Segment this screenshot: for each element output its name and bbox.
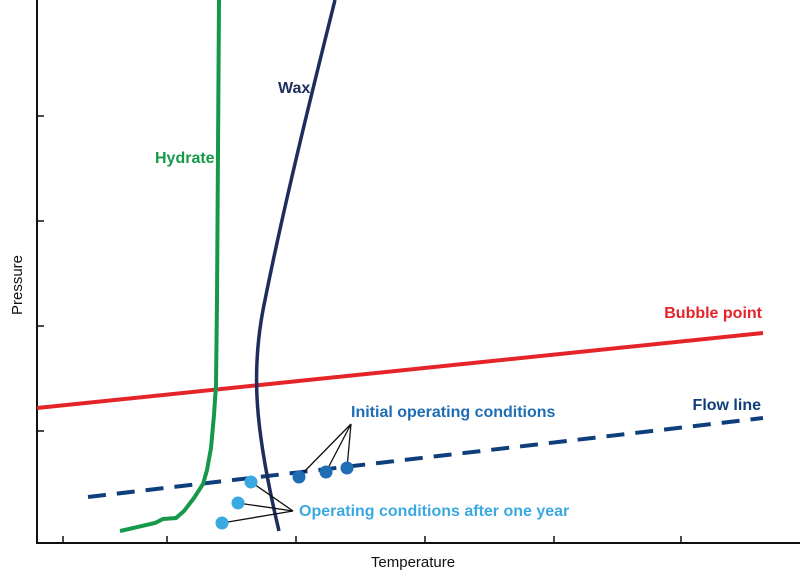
series-label-wax: Wax xyxy=(278,80,310,97)
leader-line xyxy=(298,423,352,478)
initial-condition-point xyxy=(319,465,333,479)
curves xyxy=(36,0,764,533)
after-one-year-point xyxy=(215,516,229,530)
series-label-flow-line: Flow line xyxy=(693,397,762,414)
flow-line xyxy=(87,416,764,499)
after-one-year-point xyxy=(231,496,245,510)
y-axis-label: Pressure xyxy=(9,255,26,315)
series-label-hydrate: Hydrate xyxy=(155,150,215,167)
leader-line xyxy=(325,423,352,473)
after-one-year-point xyxy=(244,475,258,489)
x-axis-label: Temperature xyxy=(371,554,455,571)
initial-condition-point xyxy=(340,461,354,475)
axes xyxy=(36,0,800,544)
leader-line xyxy=(237,502,294,512)
bubble-point-line xyxy=(36,331,764,410)
leader-line xyxy=(346,423,352,469)
leader-line xyxy=(250,481,294,512)
wax-curve xyxy=(254,0,337,532)
hydrate-curve xyxy=(119,0,221,533)
markers xyxy=(215,423,354,530)
leader-line xyxy=(221,510,294,524)
initial-condition-point xyxy=(292,470,306,484)
annotation-after-one-year: Operating conditions after one year xyxy=(299,503,569,520)
annotation-initial: Initial operating conditions xyxy=(351,404,556,421)
series-label-bubble-point: Bubble point xyxy=(664,305,762,322)
